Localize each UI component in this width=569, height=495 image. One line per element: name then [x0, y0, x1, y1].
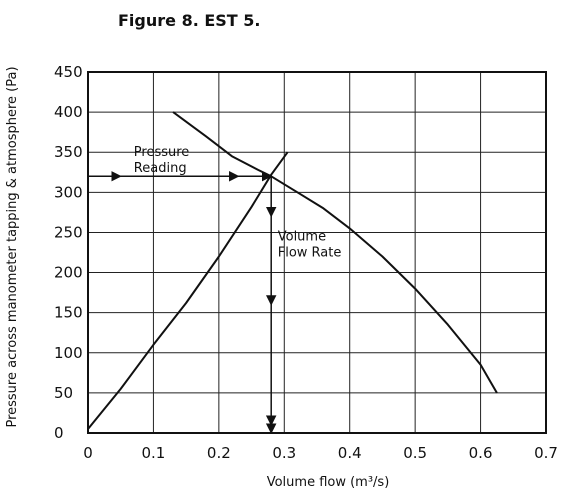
x-tick-label: 0.4 — [338, 444, 362, 462]
tick-labels: 0 0.1 0.2 0.3 0.4 0.5 0.6 0.7 0 50 100 150 200 250 300… — [54, 63, 558, 462]
y-tick-label: 200 — [54, 264, 83, 282]
y-tick-label: 250 — [54, 223, 83, 241]
x-tick-label: 0.7 — [534, 444, 558, 462]
y-tick-label: 150 — [54, 304, 83, 322]
annotation-label: Flow Rate — [278, 245, 342, 260]
x-tick-label: 0.5 — [403, 444, 427, 462]
y-tick-label: 350 — [54, 143, 83, 161]
x-axis-label: Volume flow (m³/s) — [267, 475, 390, 490]
chart-title: Figure 8. EST 5. — [118, 11, 261, 30]
y-tick-label: 300 — [54, 183, 83, 201]
y-tick-label: 450 — [54, 63, 83, 81]
x-tick-label: 0.3 — [272, 444, 296, 462]
y-tick-label: 50 — [54, 384, 73, 402]
y-axis-label: Pressure across manometer tapping & atmo… — [5, 66, 20, 427]
annotation-label: Volume — [278, 229, 326, 244]
x-tick-label: 0.1 — [141, 444, 165, 462]
annotation-label: Reading — [134, 161, 187, 176]
plot-frame — [87, 71, 547, 434]
series-line — [172, 111, 498, 394]
x-tick-label: 0 — [83, 444, 93, 462]
y-tick-label: 400 — [54, 103, 83, 121]
series-line — [87, 151, 289, 430]
y-tick-label: 100 — [54, 344, 83, 362]
x-tick-label: 0.2 — [207, 444, 231, 462]
annotation-label: Pressure — [134, 145, 190, 160]
x-tick-label: 0.6 — [469, 444, 493, 462]
grid — [87, 71, 547, 434]
y-tick-label: 0 — [54, 424, 64, 442]
